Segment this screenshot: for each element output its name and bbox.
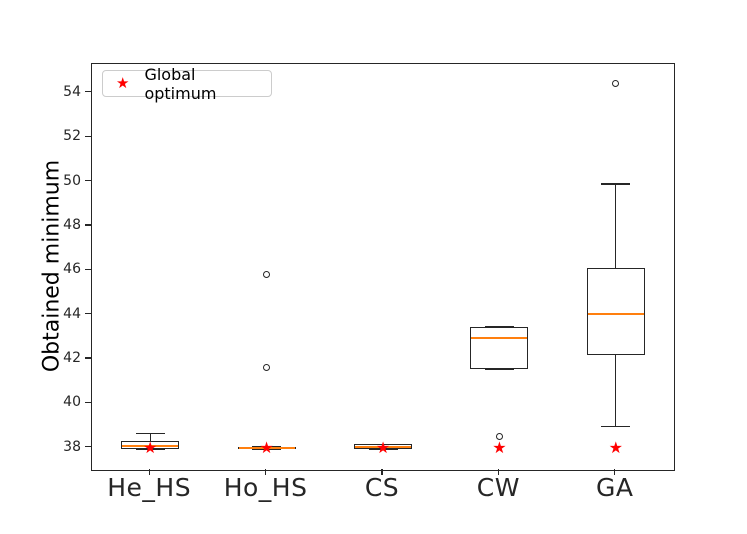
median-line-cs bbox=[355, 445, 411, 448]
box-rect-cw bbox=[470, 326, 529, 370]
median-line-cw bbox=[471, 336, 528, 339]
outlier-point-cw bbox=[495, 433, 503, 441]
y-tick-label: 44 bbox=[63, 305, 81, 322]
y-tick-label: 42 bbox=[63, 350, 81, 367]
x-tick-label-ho_hs: Ho_HS bbox=[223, 473, 308, 502]
y-tick-mark bbox=[85, 401, 91, 404]
whisker-lower-ga bbox=[615, 354, 617, 427]
y-tick-label: 46 bbox=[63, 261, 81, 278]
y-tick-mark bbox=[85, 224, 91, 226]
global-optimum-marker-he_hs: ★ bbox=[143, 438, 158, 458]
whisker-cap-top-he_hs bbox=[135, 432, 165, 435]
legend: ★ Global optimum bbox=[102, 65, 272, 103]
median-line-he_hs bbox=[122, 444, 179, 447]
outlier-point-ho_hs bbox=[263, 271, 271, 279]
y-tick-label: 52 bbox=[63, 128, 81, 145]
y-tick-label: 38 bbox=[63, 438, 81, 455]
box-rect-he_hs bbox=[121, 441, 180, 449]
plot-area: ★ ★ ★ ★ ★ bbox=[91, 63, 675, 471]
legend-label: Global optimum bbox=[144, 64, 217, 103]
box-rect-cs bbox=[354, 444, 412, 449]
y-tick-label: 50 bbox=[63, 172, 81, 189]
legend-star-icon: ★ bbox=[116, 74, 130, 92]
global-optimum-marker-cw: ★ bbox=[492, 438, 507, 458]
x-tick-mark bbox=[265, 469, 267, 475]
x-tick-label-cw: CW bbox=[476, 473, 520, 502]
outlier-point-ga bbox=[612, 80, 620, 88]
whisker-cap-bottom-ho_hs bbox=[252, 448, 282, 450]
whisker-cap-bottom-cs bbox=[368, 448, 398, 450]
y-tick-mark bbox=[85, 179, 91, 182]
whisker-cap-bottom-cw bbox=[484, 368, 514, 370]
y-tick-mark bbox=[85, 268, 91, 270]
y-tick-label: 40 bbox=[63, 394, 81, 411]
x-tick-label-cs: CS bbox=[364, 473, 400, 502]
global-optimum-marker-cs: ★ bbox=[375, 438, 391, 458]
x-tick-mark bbox=[381, 469, 383, 475]
whisker-cap-bottom-ga bbox=[601, 425, 631, 428]
box-rect-ga bbox=[586, 268, 645, 355]
y-tick-mark bbox=[85, 357, 91, 359]
x-tick-mark bbox=[497, 469, 499, 475]
x-tick-mark bbox=[614, 469, 616, 475]
y-tick-label: 54 bbox=[63, 83, 81, 100]
global-optimum-marker-ho_hs: ★ bbox=[259, 438, 274, 458]
global-optimum-marker-ga: ★ bbox=[608, 438, 623, 458]
x-tick-label-he_hs: He_HS bbox=[107, 473, 192, 502]
y-tick-mark bbox=[85, 135, 91, 137]
whisker-upper-he_hs bbox=[149, 433, 151, 442]
x-tick-mark bbox=[148, 469, 150, 475]
whisker-cap-top-ga bbox=[601, 183, 631, 185]
outlier-point-ho_hs bbox=[263, 364, 271, 372]
y-tick-label: 48 bbox=[63, 216, 81, 233]
whisker-cap-bottom-he_hs bbox=[135, 448, 165, 450]
y-tick-mark bbox=[85, 446, 91, 448]
x-tick-label-ga: GA bbox=[596, 473, 634, 502]
whisker-upper-ga bbox=[615, 183, 617, 269]
y-tick-mark bbox=[85, 313, 91, 315]
median-line-ga bbox=[587, 312, 644, 315]
median-line-ho_hs bbox=[238, 446, 295, 449]
y-tick-mark bbox=[85, 91, 91, 93]
